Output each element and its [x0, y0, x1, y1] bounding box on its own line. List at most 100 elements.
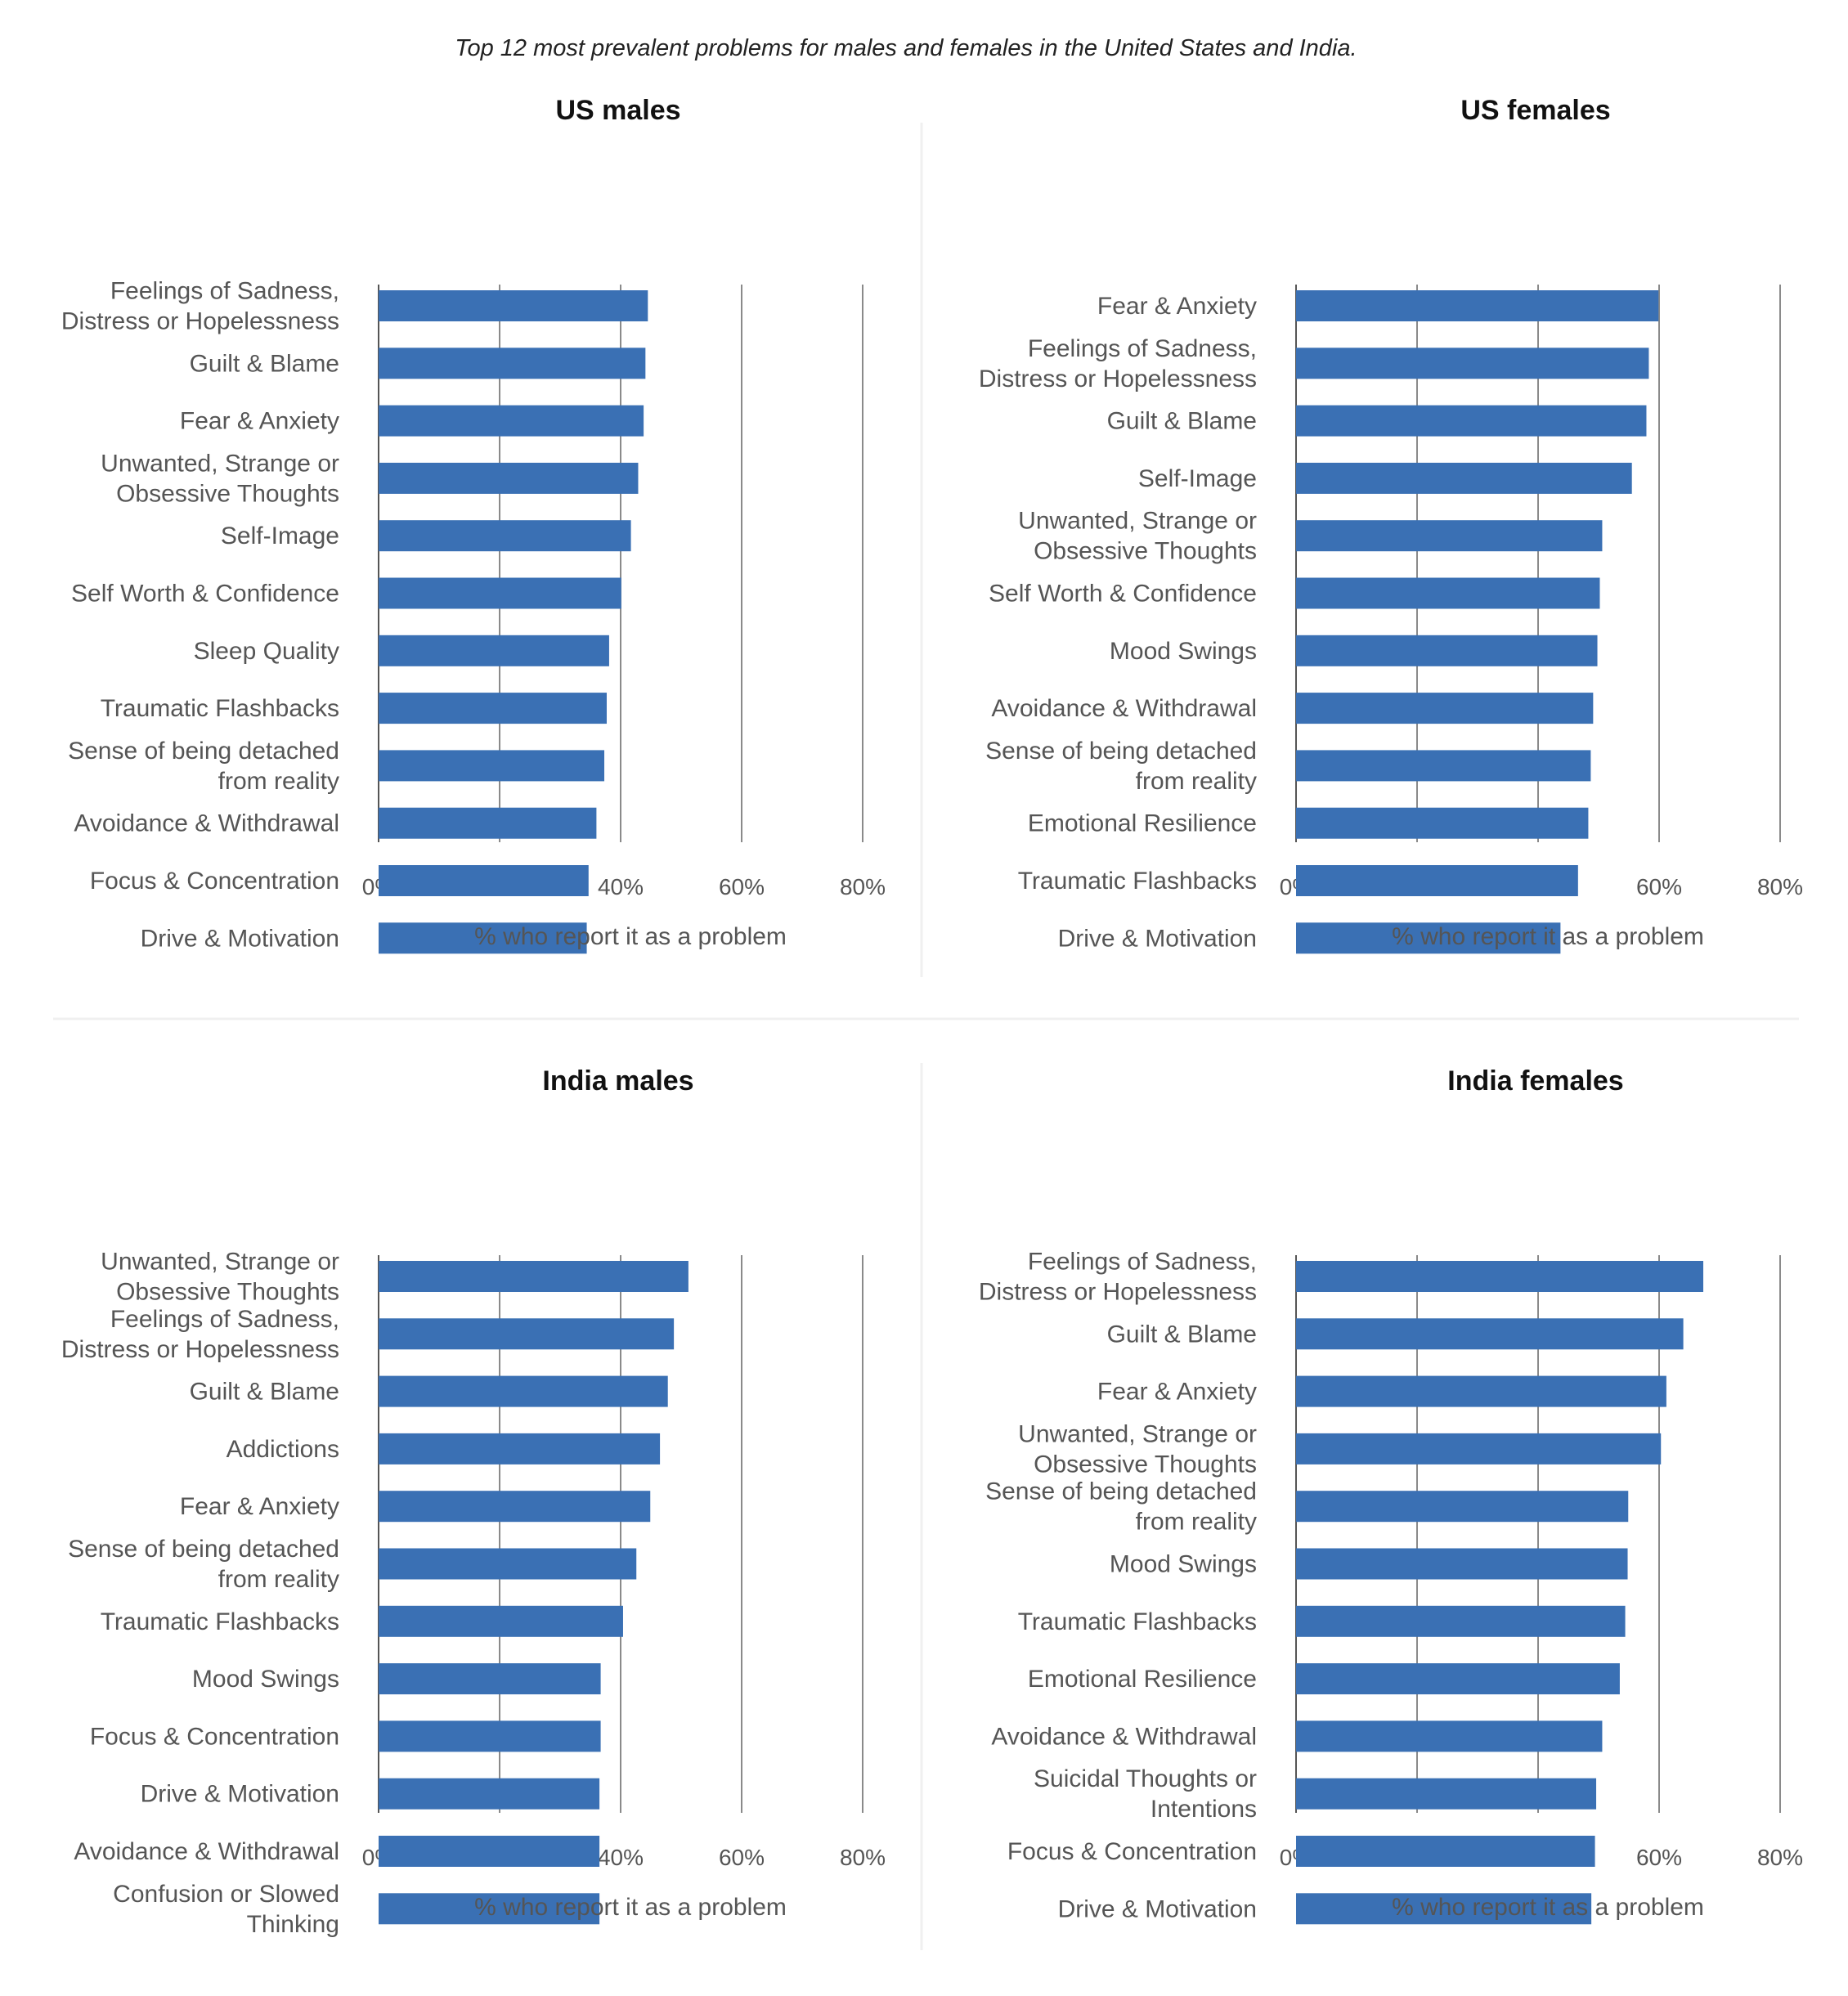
category-label-line: Self Worth & Confidence [71, 581, 339, 608]
category-label-line: Mood Swings [1110, 1551, 1257, 1578]
category-label-line: from reality [1136, 1509, 1257, 1536]
category-label-line: Avoidance & Withdrawal [74, 1838, 339, 1865]
bar [1296, 807, 1589, 839]
category-label: Traumatic Flashbacks [101, 695, 339, 722]
category-label-line: Fear & Anxiety [1097, 293, 1257, 320]
category-label-line: Guilt & Blame [1107, 1321, 1257, 1348]
x-tick-label: 60% [719, 874, 765, 899]
bar [379, 290, 648, 321]
category-label-line: Sleep Quality [194, 638, 339, 665]
category-label-line: Feelings of Sadness, [1028, 1249, 1257, 1276]
category-label-line: Drive & Motivation [141, 925, 339, 952]
category-label-line: Emotional Resilience [1028, 810, 1257, 837]
category-label-line: Addictions [227, 1436, 339, 1463]
category-label: Drive & Motivation [141, 925, 339, 952]
bar [1296, 750, 1591, 782]
category-label-line: Sense of being detached [985, 738, 1257, 765]
bar [1296, 577, 1600, 609]
category-label-line: Avoidance & Withdrawal [74, 810, 339, 837]
bar [1296, 693, 1594, 724]
category-label-line: Focus & Concentration [90, 1723, 339, 1750]
bar [1296, 1836, 1595, 1867]
bar [1296, 348, 1649, 379]
category-label-line: Guilt & Blame [190, 1379, 339, 1406]
bar [1296, 922, 1561, 954]
category-label-line: Drive & Motivation [141, 1781, 339, 1808]
category-label-line: Guilt & Blame [190, 350, 339, 377]
bar [379, 1836, 600, 1867]
category-label: Traumatic Flashbacks [1018, 868, 1257, 895]
category-label-line: Feelings of Sadness, [110, 278, 339, 305]
category-label: Feelings of Sadness, Distress or Hopeless… [61, 278, 339, 335]
category-label: Unwanted, Strange or Obsessive Thoughts [101, 450, 339, 507]
x-axis-label: % who report it as a problem [474, 923, 787, 950]
bar [1296, 865, 1578, 896]
category-label-line: Focus & Concentration [1007, 1838, 1257, 1865]
category-label: Traumatic Flashbacks [101, 1608, 339, 1635]
bar [379, 1433, 661, 1464]
category-label: Avoidance & Withdrawal [74, 810, 339, 837]
bar [1296, 1548, 1628, 1580]
bar [379, 1491, 651, 1523]
bar [1296, 635, 1598, 666]
category-label: Avoidance & Withdrawal [991, 695, 1257, 722]
category-label: Focus & Concentration [1007, 1838, 1257, 1865]
category-label-line: Traumatic Flashbacks [101, 695, 339, 722]
bar [1296, 1720, 1603, 1752]
category-label-line: Fear & Anxiety [180, 408, 339, 435]
x-tick-label: 60% [719, 1845, 765, 1870]
bar [1296, 1893, 1592, 1925]
category-label: Confusion or Slowed Thinking [113, 1881, 339, 1938]
bar [379, 635, 609, 666]
category-label-line: Self Worth & Confidence [989, 581, 1257, 608]
bar [1296, 405, 1647, 437]
category-label: Traumatic Flashbacks [1018, 1608, 1257, 1635]
x-tick-label: 60% [1636, 1845, 1682, 1870]
category-label-line: Avoidance & Withdrawal [991, 1723, 1257, 1750]
bar [379, 348, 646, 379]
category-label-line: Guilt & Blame [1107, 408, 1257, 435]
bar [1296, 1663, 1620, 1695]
bar [379, 1605, 623, 1637]
category-label: Drive & Motivation [141, 1781, 339, 1808]
category-label-line: Sense of being detached [985, 1478, 1257, 1505]
chart-panel: US males0%20%40%60%80%Feelings of Sadnes… [61, 95, 886, 954]
bar [379, 577, 621, 609]
x-tick-label: 40% [598, 1845, 644, 1870]
category-label: Fear & Anxiety [180, 408, 339, 435]
bar [379, 693, 607, 724]
x-tick-label: 40% [598, 874, 644, 899]
bar [379, 922, 587, 954]
category-label: Self Worth & Confidence [989, 581, 1257, 608]
category-label-line: Distress or Hopelessness [979, 1279, 1257, 1306]
bar [1296, 1491, 1629, 1523]
x-tick-label: 80% [840, 874, 886, 899]
category-label-line: Drive & Motivation [1058, 1895, 1257, 1922]
x-axis-label: % who report it as a problem [1392, 1894, 1704, 1921]
category-label-line: Fear & Anxiety [180, 1493, 339, 1520]
category-label: Feelings of Sadness, Distress or Hopeless… [979, 335, 1257, 392]
category-label-line: from reality [218, 768, 339, 795]
category-label-line: Mood Swings [192, 1666, 339, 1693]
category-label: Focus & Concentration [90, 868, 339, 895]
category-label: Sense of being detached from reality [985, 1478, 1257, 1536]
category-label-line: Intentions [1151, 1796, 1257, 1823]
category-label-line: Unwanted, Strange or [1018, 508, 1257, 535]
chart-panel: US females0%20%40%60%80%Fear & AnxietyFe… [979, 95, 1803, 954]
category-label: Fear & Anxiety [1097, 1379, 1257, 1406]
x-tick-label: 60% [1636, 874, 1682, 899]
category-label: Suicidal Thoughts or Intentions [1034, 1765, 1257, 1823]
category-label-line: Self-Image [221, 523, 339, 549]
category-label: Sense of being detached from reality [985, 738, 1257, 795]
category-label: Sleep Quality [194, 638, 339, 665]
bar [379, 462, 639, 494]
bar [379, 1261, 689, 1292]
bar [1296, 462, 1632, 494]
bar [379, 1893, 600, 1925]
bar [379, 1720, 601, 1752]
category-label-line: Distress or Hopelessness [979, 366, 1257, 392]
bar [379, 1375, 668, 1407]
bar [1296, 1778, 1597, 1810]
